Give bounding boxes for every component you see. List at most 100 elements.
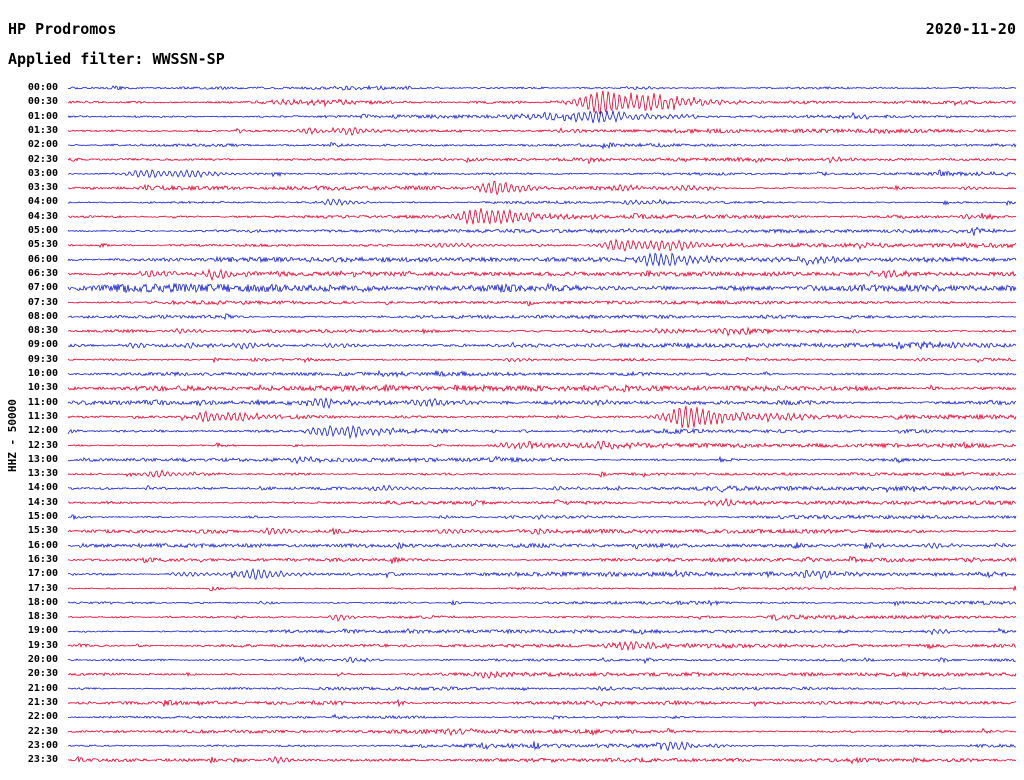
trace-time-label: 15:30 xyxy=(27,525,58,537)
seismogram-trace xyxy=(67,84,1017,91)
seismogram-trace xyxy=(67,527,1017,536)
seismogram-trace xyxy=(67,713,1017,720)
seismogram-trace xyxy=(67,640,1017,652)
seismogram-trace xyxy=(67,299,1017,307)
seismogram-trace xyxy=(67,383,1017,393)
trace-time-label: 22:30 xyxy=(27,725,58,737)
trace-time-label: 12:00 xyxy=(27,425,58,437)
trace-time-label: 00:00 xyxy=(27,82,58,93)
trace-time-label: 15:00 xyxy=(27,511,58,522)
trace-time-label: 06:00 xyxy=(27,253,58,265)
seismogram-trace xyxy=(67,685,1016,692)
seismogram-trace xyxy=(67,455,1017,465)
trace-time-label: 16:00 xyxy=(27,539,58,551)
trace-time-label: 21:30 xyxy=(27,696,58,708)
seismogram-trace xyxy=(67,670,1017,679)
seismogram-trace xyxy=(67,313,1017,321)
trace-time-label: 02:30 xyxy=(27,153,58,165)
seismogram-trace xyxy=(67,424,1016,440)
trace-time-label: 04:30 xyxy=(27,210,58,222)
seismogram-trace xyxy=(67,599,1017,607)
seismogram-trace xyxy=(67,252,1017,267)
trace-time-label: 05:30 xyxy=(27,239,58,251)
trace-time-label: 18:30 xyxy=(27,611,58,623)
trace-time-label: 19:00 xyxy=(27,625,58,637)
trace-time-label: 10:00 xyxy=(27,368,58,379)
time-labels: 00:00 00:30 01:00 01:30 02:00 02:30 03:00 03:30… xyxy=(0,0,62,780)
trace-time-label: 04:00 xyxy=(27,196,58,208)
seismogram-trace xyxy=(67,326,1017,337)
trace-time-label: 20:30 xyxy=(27,668,58,680)
seismogram-trace xyxy=(67,556,1017,564)
date-label: 2020-11-20 xyxy=(925,20,1016,38)
trace-time-label: 10:30 xyxy=(27,382,58,394)
seismogram-trace xyxy=(67,169,1017,179)
filter-label: Applied filter: WWSSN-SP xyxy=(8,50,225,68)
trace-time-label: 21:00 xyxy=(27,682,58,694)
seismogram-trace xyxy=(67,198,1017,207)
seismogram-trace xyxy=(67,613,1017,622)
trace-time-label: 01:00 xyxy=(27,110,58,122)
trace-time-label: 23:00 xyxy=(27,739,58,751)
seismogram-trace xyxy=(67,405,1017,428)
seismogram-trace xyxy=(67,340,1017,351)
trace-time-label: 23:30 xyxy=(27,754,58,766)
trace-time-label: 17:30 xyxy=(27,582,58,594)
seismogram-trace xyxy=(67,268,1017,282)
seismogram-trace xyxy=(67,156,1017,165)
seismogram-trace xyxy=(67,226,1017,236)
trace-time-label: 17:00 xyxy=(27,568,58,580)
seismogram-trace xyxy=(67,755,1017,765)
seismogram-trace xyxy=(67,126,1017,136)
trace-time-label: 03:30 xyxy=(27,182,58,194)
trace-time-label: 08:00 xyxy=(27,310,58,322)
seismogram-trace xyxy=(67,740,1017,752)
seismogram-trace xyxy=(67,440,1016,451)
trace-time-label: 11:00 xyxy=(27,396,58,408)
seismogram-trace xyxy=(67,655,1016,665)
seismogram-trace xyxy=(67,141,1017,150)
trace-time-label: 07:30 xyxy=(27,296,58,308)
trace-time-label: 14:00 xyxy=(27,482,58,494)
seismogram-trace xyxy=(67,282,1017,294)
trace-time-label: 13:30 xyxy=(27,468,58,480)
trace-time-label: 12:30 xyxy=(27,439,58,451)
trace-time-label: 11:30 xyxy=(27,410,58,422)
trace-time-label: 19:30 xyxy=(27,639,58,651)
trace-time-label: 09:00 xyxy=(27,339,58,351)
seismogram-trace xyxy=(67,585,1017,592)
trace-time-label: 16:30 xyxy=(27,553,58,565)
trace-time-label: 00:30 xyxy=(27,96,58,108)
trace-time-label: 06:30 xyxy=(27,267,58,279)
trace-time-label: 07:00 xyxy=(27,282,58,294)
seismogram-trace xyxy=(67,369,1017,379)
seismogram-trace xyxy=(67,238,1017,252)
seismogram-trace xyxy=(67,469,1017,478)
trace-time-label: 05:00 xyxy=(27,225,58,236)
trace-time-label: 02:00 xyxy=(27,139,58,151)
trace-time-label: 18:00 xyxy=(27,596,58,608)
seismogram-trace xyxy=(67,727,1017,737)
seismogram-trace xyxy=(67,110,1017,124)
trace-time-label: 09:30 xyxy=(27,353,58,365)
seismogram-trace xyxy=(67,513,1017,521)
station-name: HP Prodromos xyxy=(8,20,117,38)
seismogram-trace xyxy=(67,180,1017,196)
seismogram-trace xyxy=(67,90,1017,115)
seismogram-trace xyxy=(67,698,1016,708)
seismogram-trace xyxy=(67,356,1017,364)
trace-time-label: 13:00 xyxy=(27,453,58,465)
seismogram-trace xyxy=(67,484,1017,494)
seismogram-trace xyxy=(67,497,1017,507)
trace-time-label: 22:00 xyxy=(27,711,58,723)
trace-time-label: 08:30 xyxy=(27,325,58,337)
seismogram-trace xyxy=(67,208,1017,226)
seismogram-trace xyxy=(67,627,1017,636)
trace-time-label: 20:00 xyxy=(27,654,58,665)
trace-time-label: 01:30 xyxy=(27,124,58,136)
trace-time-label: 14:30 xyxy=(27,496,58,508)
seismogram-trace xyxy=(67,397,1017,410)
seismogram-trace xyxy=(67,541,1017,550)
seismogram-trace xyxy=(67,568,1017,580)
